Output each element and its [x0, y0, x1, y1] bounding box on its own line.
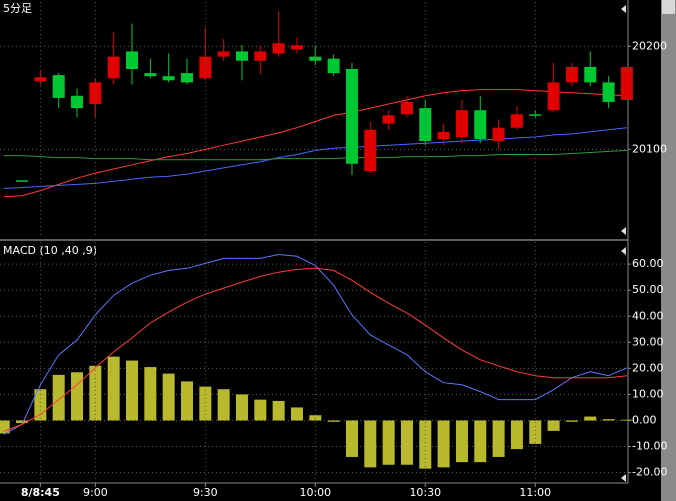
- histogram-bar: [309, 415, 322, 421]
- histogram-bar: [52, 374, 65, 421]
- scroll-arrow[interactable]: [621, 474, 626, 482]
- candle-body: [144, 73, 157, 77]
- indicator-title: MACD (10 ,40 ,9): [3, 244, 97, 257]
- candle-body: [547, 82, 560, 111]
- candle-body: [345, 68, 358, 164]
- histogram-bar: [272, 400, 285, 421]
- histogram-bar: [437, 420, 450, 468]
- candle-body: [565, 66, 578, 83]
- y-tick-label: -10.00: [632, 440, 667, 453]
- candle-body: [455, 110, 468, 138]
- histogram-bar: [89, 365, 102, 421]
- histogram-bar: [217, 389, 230, 421]
- histogram-bar: [364, 420, 377, 468]
- candle-body: [400, 101, 413, 115]
- y-tick-label: 30.00: [632, 335, 664, 348]
- candle-body: [199, 56, 212, 79]
- histogram-bar: [584, 416, 597, 421]
- candle-body: [602, 82, 615, 102]
- candle-body: [584, 66, 597, 83]
- y-tick-label: 20100: [632, 142, 667, 155]
- x-tick-label: 9:30: [193, 486, 218, 499]
- histogram-bar: [144, 367, 157, 421]
- candle-body: [272, 43, 285, 54]
- histogram-bar: [327, 420, 340, 422]
- y-tick-label: 10.00: [632, 387, 664, 400]
- line-series: [3, 267, 627, 432]
- candle-body: [327, 58, 340, 74]
- candle-body: [34, 77, 47, 82]
- candle-body: [71, 95, 84, 109]
- histogram-bar: [474, 420, 487, 463]
- histogram-bar: [126, 360, 139, 421]
- y-tick-label: -20.00: [632, 466, 667, 479]
- histogram-bar: [492, 420, 505, 457]
- scroll-arrow[interactable]: [621, 227, 626, 235]
- histogram-bar: [547, 420, 560, 431]
- histogram-bar: [235, 394, 248, 421]
- candle-body: [510, 114, 523, 128]
- x-tick-label: 10:00: [299, 486, 331, 499]
- candle-body: [492, 127, 505, 142]
- x-tick-label: 8/8:45: [21, 486, 60, 499]
- histogram-bar: [254, 399, 267, 421]
- y-tick-label: 60.00: [632, 257, 664, 270]
- histogram-bar: [455, 420, 468, 463]
- histogram-bar: [382, 420, 395, 465]
- candle-body: [254, 51, 267, 61]
- candle-body: [419, 108, 432, 142]
- x-tick-label: 9:00: [83, 486, 108, 499]
- histogram-bar: [529, 420, 542, 444]
- histogram-bar: [565, 420, 578, 422]
- scroll-arrow[interactable]: [621, 247, 626, 255]
- candle-body: [162, 76, 175, 81]
- candle-body: [235, 51, 248, 61]
- x-tick-label: 10:30: [409, 486, 441, 499]
- histogram-bar: [181, 381, 193, 421]
- y-tick-label: 20200: [632, 39, 667, 52]
- candle-body: [107, 56, 120, 79]
- candle-body: [181, 73, 193, 83]
- candle-body: [52, 75, 65, 98]
- histogram-bar: [290, 407, 303, 421]
- histogram-bar: [400, 420, 413, 465]
- histogram-bar: [0, 420, 10, 434]
- y-tick-label: 0.00: [632, 413, 657, 426]
- histogram-bar: [620, 419, 633, 421]
- candle-body: [364, 129, 377, 172]
- histogram-bar: [602, 419, 615, 421]
- candle-body: [437, 131, 450, 140]
- candle-body: [529, 114, 542, 116]
- line-series: [3, 89, 627, 198]
- histogram-bar: [162, 373, 175, 421]
- histogram-bar: [16, 420, 29, 424]
- scrollbar-thumb[interactable]: [662, 0, 675, 14]
- candle-body: [126, 51, 139, 69]
- y-tick-label: 50.00: [632, 283, 664, 296]
- candle-body: [474, 110, 487, 140]
- candle-body: [89, 82, 102, 105]
- candle-body: [382, 115, 395, 124]
- y-tick-label: 40.00: [632, 309, 664, 322]
- y-tick-label: 20.00: [632, 361, 664, 374]
- histogram-bar: [419, 420, 432, 469]
- histogram-bar: [510, 420, 523, 450]
- candle-body: [217, 51, 230, 57]
- histogram-bar: [71, 372, 84, 421]
- histogram-bar: [199, 386, 212, 421]
- line-series: [3, 253, 628, 435]
- histogram-bar: [107, 356, 120, 421]
- candle-body: [290, 45, 303, 50]
- chart-title: 5分足: [3, 2, 32, 15]
- candle-body: [620, 66, 633, 100]
- scroll-arrow[interactable]: [621, 5, 626, 13]
- candle-body: [16, 180, 29, 182]
- histogram-bar: [345, 420, 358, 457]
- x-tick-label: 11:00: [519, 486, 551, 499]
- scrollbar[interactable]: [661, 0, 676, 501]
